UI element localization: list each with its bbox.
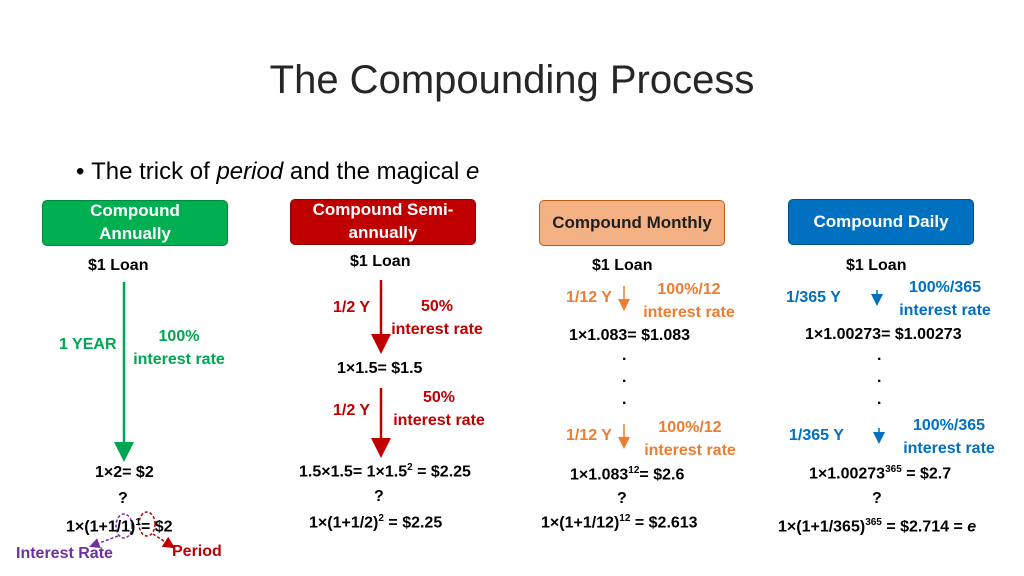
semi-rate-1: 50% interest rate — [384, 295, 490, 341]
monthly-dot-1: . — [622, 347, 627, 364]
monthly-period-1: 1/12 Y — [566, 289, 612, 306]
monthly-formula-exp: 12 — [619, 513, 631, 524]
semi-result-exp: 2 — [407, 462, 413, 473]
annual-glyph: ? — [118, 490, 128, 507]
semi-rate-1-pct: 50% — [420, 298, 454, 315]
monthly-rate-2: 100%/12 interest rate — [638, 416, 742, 462]
daily-period-2: 1/365 Y — [789, 427, 844, 444]
daily-rate-2: 100%/365 interest rate — [896, 414, 1002, 460]
daily-glyph: ? — [872, 490, 882, 507]
header-daily-label: Compound Daily — [813, 211, 949, 231]
daily-rate-1-text: interest rate — [899, 302, 991, 319]
bullet-pre: The trick of — [91, 158, 217, 185]
semi-result-base: 1.5×1.5= 1×1.5 — [299, 463, 408, 481]
semi-result-value: = $2.25 — [412, 463, 471, 481]
header-monthly-label: Compound Monthly — [552, 212, 712, 232]
semi-formula-exp: 2 — [378, 513, 384, 524]
slide-title: The Compounding Process — [269, 58, 755, 102]
monthly-rate-1-text: interest rate — [643, 304, 735, 321]
monthly-dot-2: . — [622, 369, 627, 386]
semi-rate-2: 50% interest rate — [386, 386, 492, 432]
annual-formula-exp: 1 — [135, 517, 141, 528]
bullet-line: • The trick of period and the magical e — [76, 158, 480, 185]
annual-period: 1 YEAR — [59, 336, 117, 353]
header-annually-label: Compound Annually — [90, 201, 180, 243]
period-circle — [138, 511, 156, 537]
daily-period-1: 1/365 Y — [786, 289, 841, 306]
header-compound-annually: Compound Annually — [42, 200, 228, 246]
daily-mid: 1×1.00273= $1.00273 — [805, 326, 962, 343]
daily-dot-1: . — [877, 347, 882, 364]
monthly-rate-2-pct: 100%/12 — [658, 419, 722, 436]
monthly-mid: 1×1.083= $1.083 — [569, 327, 691, 344]
semi-period-1: 1/2 Y — [333, 299, 371, 316]
rate-pointer — [89, 535, 119, 549]
monthly-period-2: 1/12 Y — [566, 427, 612, 444]
daily-rate-1-pct: 100%/365 — [908, 279, 982, 296]
monthly-glyph: ? — [617, 490, 627, 507]
semi-period-2: 1/2 Y — [333, 402, 371, 419]
daily-rate-2-pct: 100%/365 — [912, 417, 986, 434]
monthly-rate-1: 100%/12 interest rate — [637, 278, 741, 324]
period-label: Period — [172, 543, 222, 560]
daily-result-base: 1×1.00273 — [809, 465, 886, 483]
annual-rate-pct: 100% — [158, 328, 200, 345]
daily-formula-base: 1×(1+1/365) — [778, 518, 866, 536]
monthly-loan: $1 Loan — [592, 257, 653, 274]
daily-formula: 1×(1+1/365)365 = $2.714 = e — [778, 517, 976, 536]
monthly-rate-2-text: interest rate — [644, 442, 736, 459]
semi-result: 1.5×1.5= 1×1.52 = $2.25 — [299, 462, 471, 481]
semi-loan: $1 Loan — [350, 253, 411, 270]
semi-glyph: ? — [374, 488, 384, 505]
annual-loan: $1 Loan — [88, 257, 149, 274]
bullet-mid: and the magical — [283, 158, 466, 185]
bullet-italic-e: e — [465, 158, 480, 185]
daily-rate-2-text: interest rate — [903, 440, 995, 457]
semi-formula-base: 1×(1+1/2) — [309, 514, 379, 532]
annual-rate: 100% interest rate — [128, 325, 230, 371]
monthly-result: 1×1.08312= $2.6 — [570, 465, 684, 484]
monthly-formula-base: 1×(1+1/12) — [541, 514, 620, 532]
interest-rate-label: Interest Rate — [16, 545, 113, 562]
monthly-result-exp: 12 — [628, 465, 640, 476]
monthly-result-value: = $2.6 — [639, 466, 685, 484]
daily-result-value: = $2.7 — [901, 465, 952, 483]
semi-formula: 1×(1+1/2)2 = $2.25 — [309, 513, 442, 532]
monthly-result-base: 1×1.083 — [570, 466, 629, 484]
semi-rate-2-text: interest rate — [393, 412, 485, 429]
semi-rate-1-text: interest rate — [391, 321, 483, 338]
annual-result: 1×2= $2 — [95, 464, 154, 481]
monthly-dot-3: . — [622, 391, 627, 408]
period-pointer — [152, 533, 176, 549]
daily-result-exp: 365 — [885, 464, 902, 475]
daily-dot-2: . — [877, 369, 882, 386]
monthly-formula: 1×(1+1/12)12 = $2.613 — [541, 513, 698, 532]
annual-formula-base: 1×(1+1/1) — [66, 518, 136, 536]
bullet-italic-period: period — [216, 158, 284, 185]
header-compound-semiannually: Compound Semi-annually — [290, 199, 476, 245]
daily-formula-e: e — [967, 518, 977, 536]
header-semi-label: Compound Semi-annually — [312, 200, 454, 242]
monthly-formula-value: = $2.613 — [630, 514, 698, 532]
daily-formula-value: = $2.714 = — [881, 518, 968, 536]
semi-formula-value: = $2.25 — [383, 514, 443, 532]
daily-result: 1×1.00273365 = $2.7 — [809, 464, 951, 483]
semi-rate-2-pct: 50% — [422, 389, 456, 406]
annual-formula: 1×(1+1/1)1= $2 — [66, 517, 173, 536]
daily-formula-exp: 365 — [865, 517, 882, 528]
rate-circle — [115, 513, 133, 539]
annual-rate-text: interest rate — [133, 351, 225, 368]
header-compound-monthly: Compound Monthly — [539, 200, 725, 246]
semi-mid: 1×1.5= $1.5 — [337, 360, 423, 377]
daily-loan: $1 Loan — [846, 257, 907, 274]
daily-rate-1: 100%/365 interest rate — [892, 276, 998, 322]
annual-formula-value: = $2 — [140, 518, 173, 536]
monthly-rate-1-pct: 100%/12 — [657, 281, 721, 298]
header-compound-daily: Compound Daily — [788, 199, 974, 245]
daily-dot-3: . — [877, 391, 882, 408]
